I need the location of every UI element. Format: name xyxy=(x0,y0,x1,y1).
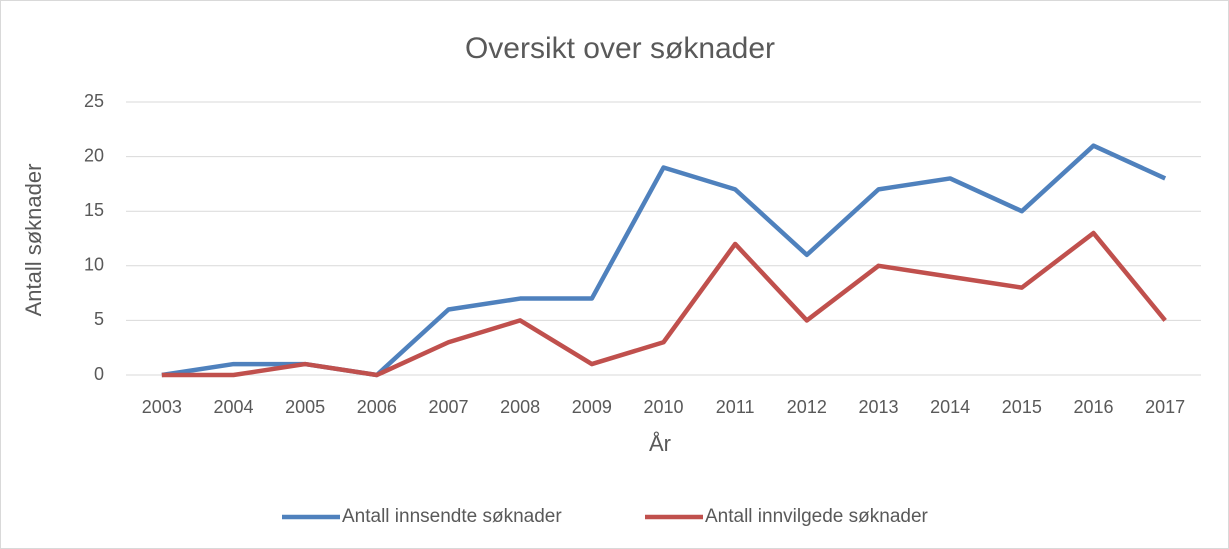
y-tick-label: 20 xyxy=(84,145,104,165)
chart-title: Oversikt over søknader xyxy=(465,32,775,65)
x-tick-label: 2003 xyxy=(142,397,182,417)
y-tick-label: 0 xyxy=(94,364,104,384)
y-tick-label: 15 xyxy=(84,200,104,220)
x-tick-label: 2017 xyxy=(1145,397,1185,417)
x-tick-label: 2006 xyxy=(357,397,397,417)
x-tick-label: 2012 xyxy=(787,397,827,417)
x-tick-label: 2008 xyxy=(500,397,540,417)
series-line xyxy=(161,230,1167,378)
x-tick-label: 2011 xyxy=(716,397,755,417)
x-tick-label: 2014 xyxy=(930,397,970,417)
x-tick-label: 2007 xyxy=(428,397,468,417)
x-tick-label: 2005 xyxy=(285,397,325,417)
y-tick-label: 25 xyxy=(84,91,104,111)
legend-label: Antall innvilgede søknader xyxy=(705,506,929,527)
x-tick-label: 2009 xyxy=(572,397,612,417)
legend-label: Antall innsendte søknader xyxy=(342,506,562,527)
x-tick-label: 2015 xyxy=(1002,397,1042,417)
x-tick-label: 2004 xyxy=(213,397,253,417)
y-tick-label: 5 xyxy=(94,309,104,329)
y-axis-title: Antall søknader xyxy=(21,164,46,317)
x-tick-label: 2016 xyxy=(1073,397,1113,417)
x-axis-title: År xyxy=(649,431,671,456)
x-tick-label: 2013 xyxy=(858,397,898,417)
y-tick-label: 10 xyxy=(84,255,104,275)
x-tick-label: 2010 xyxy=(643,397,683,417)
